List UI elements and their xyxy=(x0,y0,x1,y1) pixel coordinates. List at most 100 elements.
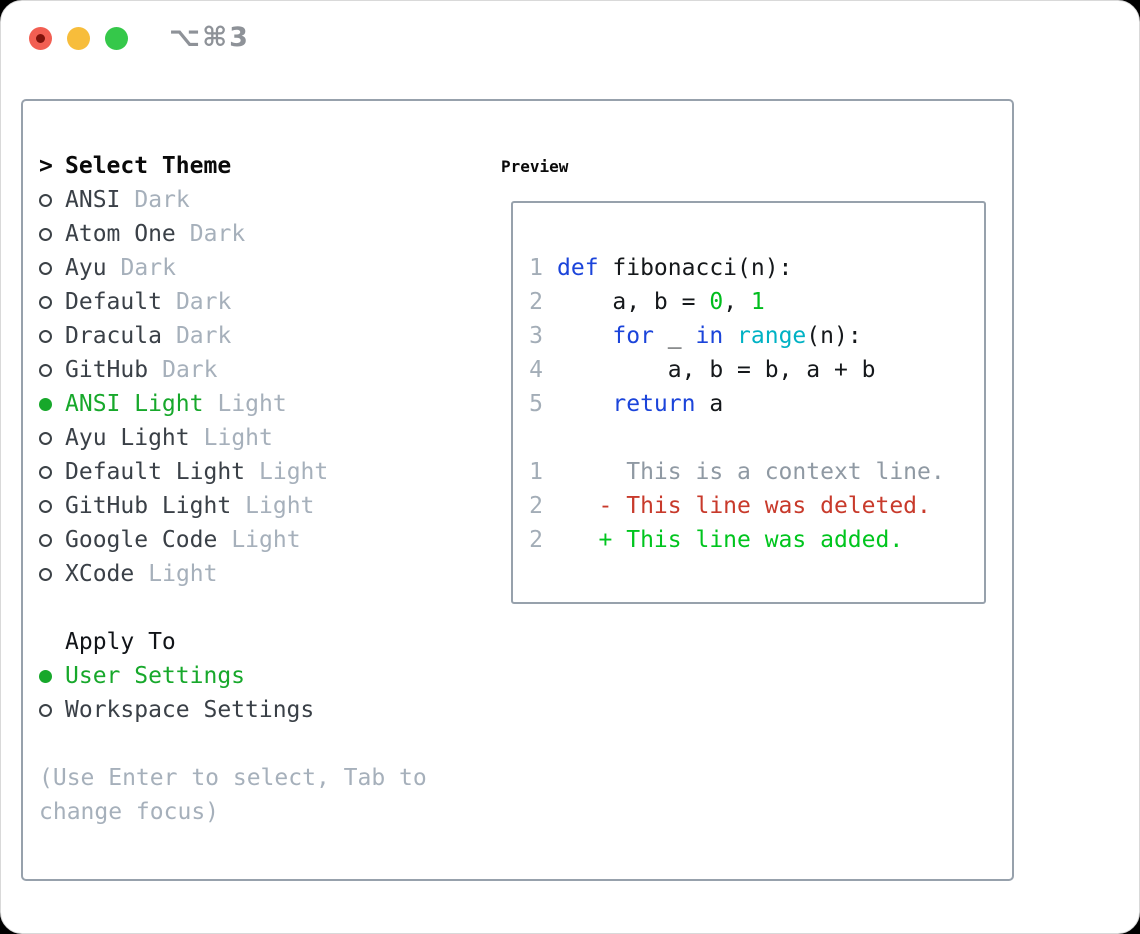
theme-option-default-light[interactable]: Default Light Light xyxy=(39,455,427,489)
radio-unselected-icon xyxy=(39,261,65,275)
theme-option-ayu-dark[interactable]: Ayu Dark xyxy=(39,251,427,285)
radio-unselected-icon xyxy=(39,329,65,343)
code-token xyxy=(723,323,737,349)
theme-option-github-light[interactable]: GitHub Light Light xyxy=(39,489,427,523)
theme-option-ansi-light[interactable]: ANSI Light Light xyxy=(39,387,427,421)
code-line-2: 2 a, b = 0 , 1 xyxy=(529,285,984,319)
code-token: fibonacci(n): xyxy=(598,255,793,281)
theme-name: Google Code xyxy=(65,527,218,553)
apply-option-label-selected: User Settings xyxy=(65,663,246,689)
apply-to-title: Apply To xyxy=(65,629,176,655)
spacer-row xyxy=(529,421,984,455)
traffic-lights xyxy=(29,27,128,50)
code-token: range xyxy=(737,323,807,349)
code-token: a, b = b, a + b xyxy=(557,357,876,383)
code-token: for xyxy=(612,323,654,349)
code-line-3: 3 for _ in range (n): xyxy=(529,319,984,353)
code-token: (n): xyxy=(806,323,862,349)
radio-unselected-icon xyxy=(39,363,65,377)
theme-name: Ayu Light xyxy=(65,425,190,451)
radio-unselected-icon xyxy=(39,227,65,241)
theme-tag: Light xyxy=(231,527,301,553)
code-line-4: 4 a, b = b, a + b xyxy=(529,353,984,387)
code-token: a xyxy=(695,391,724,417)
theme-tag: Dark xyxy=(175,289,232,315)
line-number: 3 xyxy=(529,323,543,349)
code-token: def xyxy=(557,255,599,281)
theme-name-selected: ANSI Light xyxy=(65,391,204,417)
code-token: 1 xyxy=(750,289,765,315)
apply-option-workspace-settings[interactable]: Workspace Settings xyxy=(39,693,427,727)
code-token: 0 xyxy=(709,289,724,315)
theme-option-atom-one-dark[interactable]: Atom One Dark xyxy=(39,217,427,251)
theme-option-ayu-light[interactable]: Ayu Light Light xyxy=(39,421,427,455)
theme-name: Atom One xyxy=(65,221,176,247)
close-button[interactable] xyxy=(29,27,52,50)
theme-name: ANSI xyxy=(65,187,121,213)
theme-option-default-dark[interactable]: Default Dark xyxy=(39,285,427,319)
theme-name: GitHub xyxy=(65,357,149,383)
radio-selected-icon xyxy=(39,397,65,411)
theme-tag: Dark xyxy=(162,357,218,383)
line-number: 2 xyxy=(529,493,543,519)
radio-unselected-icon xyxy=(39,295,65,309)
picker-column: > Select Theme ANSI Dark Atom One Dark A… xyxy=(39,149,427,829)
diff-deleted-text: - This line was deleted. xyxy=(557,493,931,519)
theme-name: Default xyxy=(65,289,162,315)
code-token: return xyxy=(612,391,696,417)
code-line-5: 5 return a xyxy=(529,387,984,421)
minimize-button[interactable] xyxy=(67,27,90,50)
diff-line-added: 2 + This line was added. xyxy=(529,523,984,557)
theme-name: Ayu xyxy=(65,255,107,281)
radio-unselected-icon xyxy=(39,431,65,445)
line-number: 5 xyxy=(529,391,543,417)
code-token xyxy=(557,391,612,417)
apply-option-user-settings[interactable]: User Settings xyxy=(39,659,427,693)
theme-tag: Light xyxy=(148,561,218,587)
theme-option-github-dark[interactable]: GitHub Dark xyxy=(39,353,427,387)
diff-line-context: 1 This is a context line. xyxy=(529,455,984,489)
radio-unselected-icon xyxy=(39,703,65,717)
theme-option-ansi-dark[interactable]: ANSI Dark xyxy=(39,183,427,217)
code-line-1: 1 def fibonacci(n): xyxy=(529,251,984,285)
radio-unselected-icon xyxy=(39,465,65,479)
prompt-caret: > xyxy=(39,153,53,179)
theme-tag: Light xyxy=(259,459,329,485)
close-dot-icon xyxy=(36,34,45,43)
radio-selected-icon xyxy=(39,669,65,683)
select-theme-header: > Select Theme xyxy=(39,149,427,183)
line-number: 2 xyxy=(529,527,543,553)
help-text-line1: (Use Enter to select, Tab to xyxy=(39,765,427,791)
apply-to-header: Apply To xyxy=(39,625,427,659)
theme-name: GitHub Light xyxy=(65,493,232,519)
line-number: 1 xyxy=(529,255,543,281)
radio-unselected-icon xyxy=(39,567,65,581)
line-number: 4 xyxy=(529,357,543,383)
diff-context-text: This is a context line. xyxy=(557,459,945,485)
theme-tag: Dark xyxy=(120,255,176,281)
help-text-line2: change focus) xyxy=(39,799,220,825)
theme-name: Default Light xyxy=(65,459,246,485)
preview-header: Preview xyxy=(501,149,568,183)
theme-tag: Dark xyxy=(189,221,246,247)
maximize-button[interactable] xyxy=(105,27,128,50)
diff-added-text: + This line was added. xyxy=(557,527,904,553)
line-number: 1 xyxy=(529,459,543,485)
code-token: , xyxy=(723,289,751,315)
picker-title: Select Theme xyxy=(65,153,232,179)
theme-picker-panel: > Select Theme ANSI Dark Atom One Dark A… xyxy=(21,99,1014,881)
theme-name: XCode xyxy=(65,561,135,587)
radio-unselected-icon xyxy=(39,499,65,513)
apply-option-label: Workspace Settings xyxy=(65,697,315,723)
diff-line-deleted: 2 - This line was deleted. xyxy=(529,489,984,523)
theme-tag: Light xyxy=(203,425,273,451)
theme-option-dracula-dark[interactable]: Dracula Dark xyxy=(39,319,427,353)
theme-tag: Light xyxy=(217,391,287,417)
theme-name: Dracula xyxy=(65,323,162,349)
spacer-row xyxy=(39,591,427,625)
theme-tag: Dark xyxy=(175,323,232,349)
theme-option-xcode[interactable]: XCode Light xyxy=(39,557,427,591)
theme-option-google-code[interactable]: Google Code Light xyxy=(39,523,427,557)
code-token: a, b = xyxy=(557,289,710,315)
